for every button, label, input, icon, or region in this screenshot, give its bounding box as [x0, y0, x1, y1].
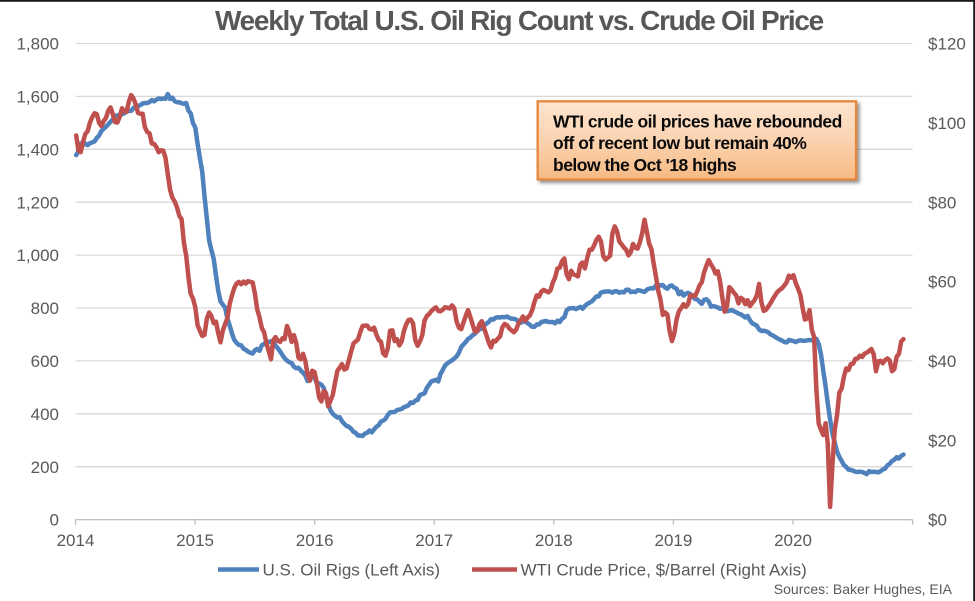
svg-text:2020: 2020 [774, 531, 812, 550]
svg-text:1,200: 1,200 [16, 193, 59, 212]
svg-text:2018: 2018 [535, 531, 573, 550]
svg-text:$0: $0 [928, 511, 947, 530]
svg-text:WTI crude oil prices have rebo: WTI crude oil prices have rebounded [553, 111, 842, 131]
svg-text:$40: $40 [928, 352, 956, 371]
svg-text:200: 200 [31, 458, 59, 477]
svg-text:1,800: 1,800 [16, 35, 59, 54]
svg-text:U.S. Oil Rigs (Left Axis): U.S. Oil Rigs (Left Axis) [263, 561, 441, 580]
svg-text:800: 800 [31, 299, 59, 318]
svg-text:0: 0 [50, 511, 59, 530]
svg-text:off of recent low but remain 4: off of recent low but remain 40% [553, 133, 807, 153]
svg-text:600: 600 [31, 352, 59, 371]
svg-text:Sources: Baker Hughes, EIA: Sources: Baker Hughes, EIA [774, 581, 953, 597]
svg-text:WTI Crude Price, $/Barrel (Rig: WTI Crude Price, $/Barrel (Right Axis) [521, 561, 807, 580]
svg-text:2014: 2014 [57, 531, 95, 550]
svg-text:$20: $20 [928, 431, 956, 450]
svg-text:1,400: 1,400 [16, 140, 59, 159]
svg-text:400: 400 [31, 405, 59, 424]
svg-text:1,000: 1,000 [16, 246, 59, 265]
svg-text:2015: 2015 [176, 531, 214, 550]
svg-text:$60: $60 [928, 273, 956, 292]
svg-text:2017: 2017 [415, 531, 453, 550]
svg-text:1,600: 1,600 [16, 88, 59, 107]
svg-text:$120: $120 [928, 35, 966, 54]
svg-text:Weekly Total U.S. Oil Rig Coun: Weekly Total U.S. Oil Rig Count vs. Crud… [215, 5, 824, 36]
svg-text:$100: $100 [928, 114, 966, 133]
svg-text:2016: 2016 [296, 531, 334, 550]
svg-text:2019: 2019 [654, 531, 692, 550]
svg-text:$80: $80 [928, 193, 956, 212]
svg-text:below the Oct '18 highs: below the Oct '18 highs [553, 155, 737, 175]
